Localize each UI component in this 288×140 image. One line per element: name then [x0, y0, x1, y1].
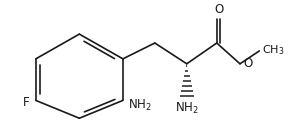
Text: O: O [243, 57, 252, 70]
Text: F: F [23, 96, 30, 109]
Text: CH$_3$: CH$_3$ [262, 43, 285, 57]
Text: NH$_2$: NH$_2$ [175, 100, 199, 116]
Text: NH$_2$: NH$_2$ [128, 98, 151, 113]
Text: O: O [214, 3, 223, 16]
